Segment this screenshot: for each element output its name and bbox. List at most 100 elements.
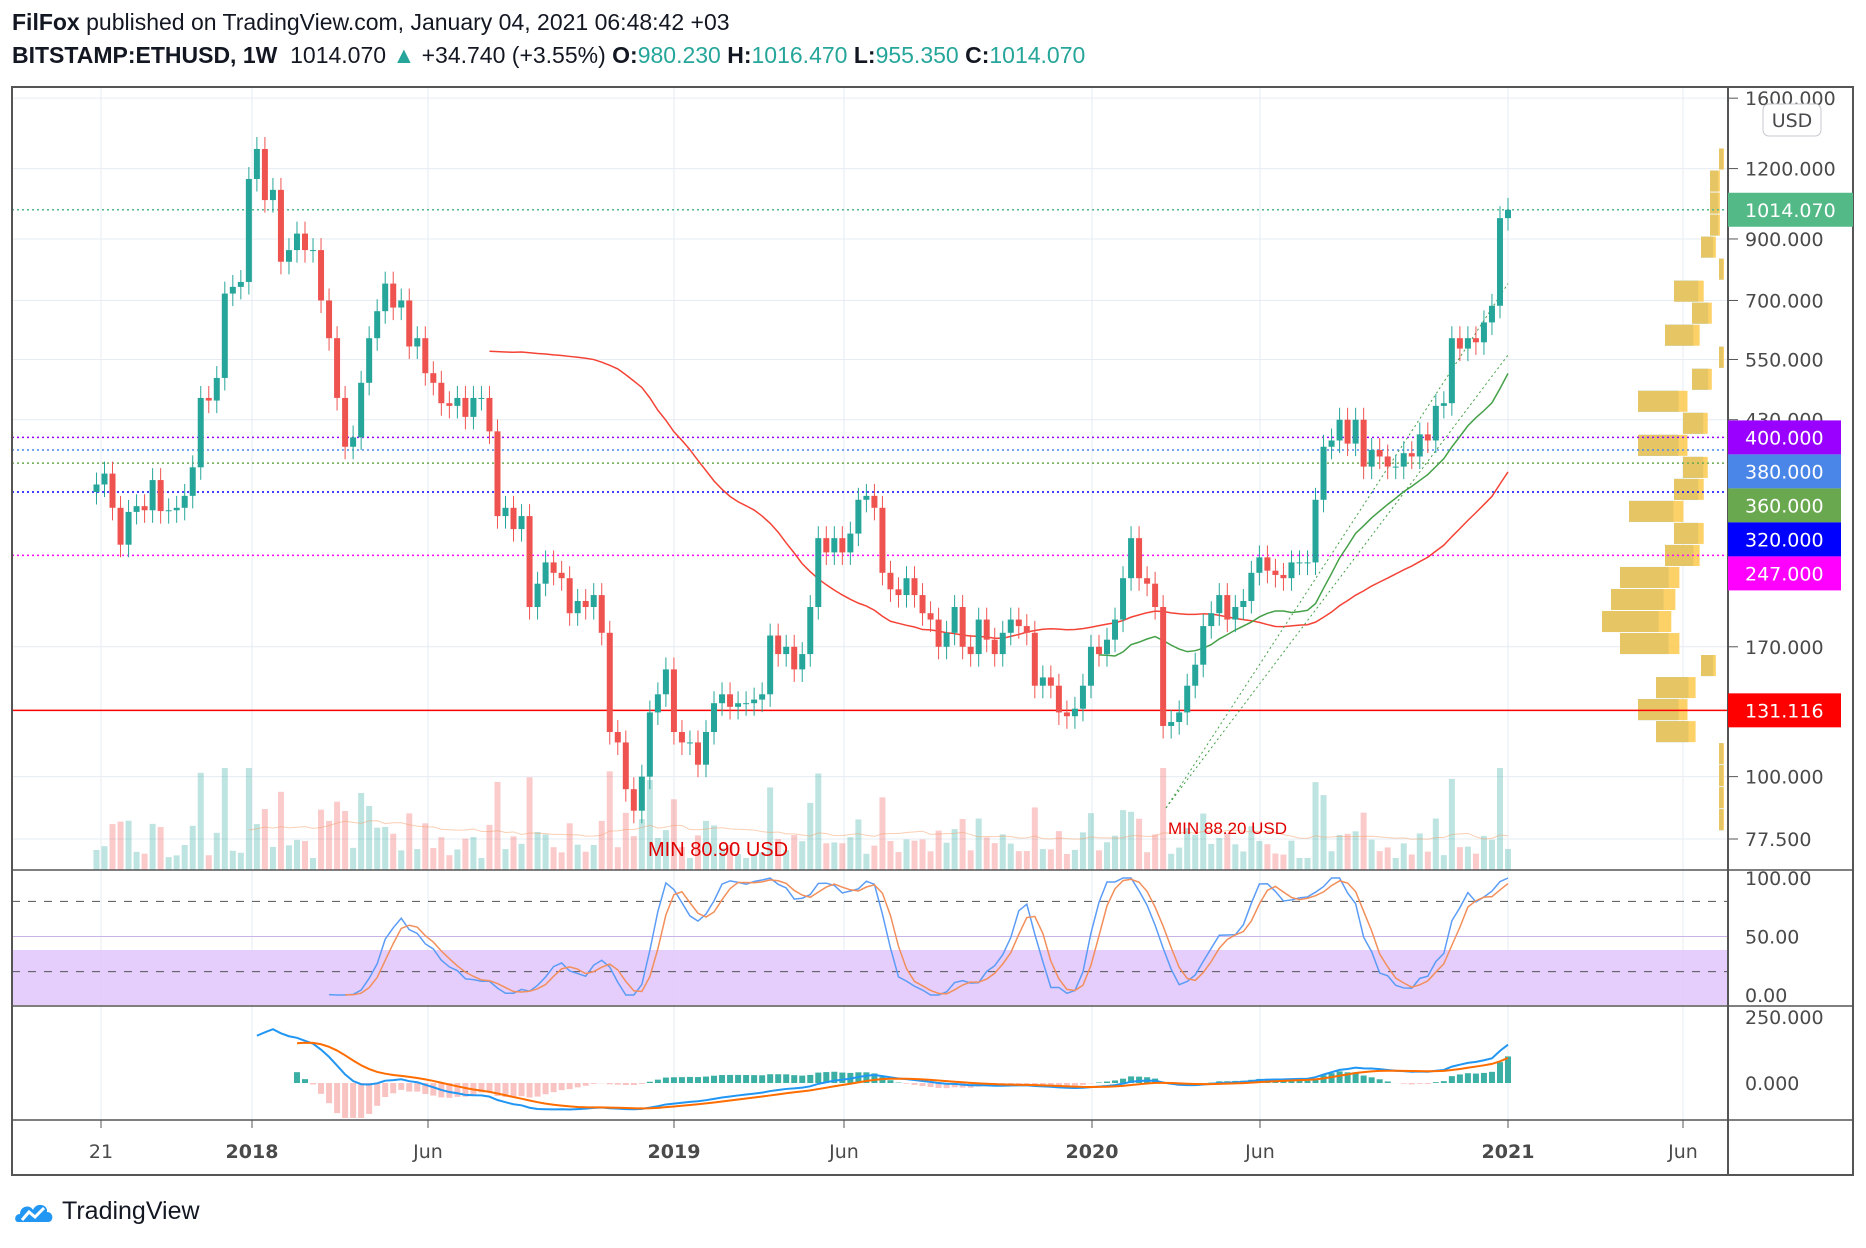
candle bbox=[141, 506, 148, 511]
volume-bar bbox=[703, 820, 709, 870]
candle bbox=[1071, 708, 1078, 717]
volume-bar bbox=[670, 799, 677, 870]
symbol-legend: BITSTAMP:ETHUSD, 1W 1014.070 ▲ +34.740 (… bbox=[12, 42, 1085, 69]
candle bbox=[382, 283, 389, 312]
profile-bar-down bbox=[1701, 236, 1716, 258]
profile-bar-down bbox=[1638, 434, 1688, 456]
macd-histogram-bar bbox=[358, 1083, 365, 1118]
volume-bar bbox=[1184, 828, 1191, 870]
candle bbox=[831, 538, 838, 553]
author-name[interactable]: FilFox bbox=[12, 9, 80, 35]
macd-tick-label: 250.000 bbox=[1745, 1007, 1824, 1029]
volume-bar bbox=[1368, 839, 1375, 870]
volume-bar bbox=[839, 843, 846, 870]
macd-histogram-bar bbox=[1055, 1083, 1062, 1086]
volume-bar bbox=[614, 847, 621, 870]
macd-histogram-bar bbox=[831, 1071, 838, 1083]
candle bbox=[1184, 685, 1191, 713]
macd-histogram-bar bbox=[622, 1083, 629, 1086]
macd-histogram-bar bbox=[1472, 1073, 1479, 1083]
stoch-d-line bbox=[345, 878, 1509, 996]
candle bbox=[991, 639, 998, 655]
currency-button[interactable] bbox=[1762, 103, 1822, 137]
candle bbox=[165, 510, 172, 512]
candle bbox=[149, 480, 156, 511]
volume-bar bbox=[438, 837, 445, 870]
candle bbox=[1416, 434, 1423, 457]
macd-histogram-bar bbox=[590, 1083, 597, 1084]
macd-histogram-bar bbox=[326, 1083, 333, 1104]
candle bbox=[390, 283, 397, 308]
volume-bar bbox=[542, 834, 549, 870]
candle bbox=[590, 595, 597, 608]
volume-bar bbox=[1360, 812, 1367, 870]
macd-histogram-bar bbox=[1304, 1080, 1311, 1083]
macd-histogram-bar bbox=[414, 1083, 421, 1092]
candle bbox=[751, 699, 758, 704]
candle bbox=[302, 233, 308, 251]
volume-bar bbox=[229, 850, 236, 870]
volume-bar bbox=[855, 819, 862, 870]
candle bbox=[478, 397, 485, 399]
candle bbox=[406, 300, 413, 347]
macd-histogram-bar bbox=[1104, 1081, 1110, 1083]
volume-bar bbox=[1464, 846, 1471, 870]
candle bbox=[558, 572, 565, 579]
volume-bar bbox=[767, 787, 774, 870]
candle bbox=[1120, 578, 1127, 620]
volume-bar bbox=[799, 841, 806, 870]
volume-bar bbox=[1280, 854, 1287, 870]
candle bbox=[277, 189, 284, 262]
candle bbox=[1288, 562, 1295, 579]
volume-bar bbox=[895, 851, 902, 870]
volume-bar bbox=[253, 824, 260, 870]
volume-bar bbox=[446, 855, 453, 870]
price-tag bbox=[1728, 693, 1841, 728]
candle bbox=[342, 397, 349, 447]
tradingview-logo[interactable]: TradingView bbox=[14, 1196, 200, 1226]
volume-bar bbox=[518, 843, 525, 870]
candle bbox=[654, 694, 661, 713]
volume-bar bbox=[1336, 834, 1343, 870]
macd-histogram-bar bbox=[1071, 1083, 1078, 1086]
time-tick-label: Jun bbox=[1667, 1141, 1698, 1163]
macd-histogram-bar bbox=[502, 1083, 509, 1097]
candle bbox=[767, 635, 774, 695]
candle bbox=[815, 538, 822, 608]
macd-histogram-bar bbox=[1352, 1072, 1359, 1083]
macd-histogram-bar bbox=[919, 1083, 926, 1087]
candle bbox=[1168, 722, 1175, 726]
time-tick-label: Jun bbox=[828, 1141, 859, 1163]
candle bbox=[1472, 338, 1479, 343]
candle bbox=[975, 619, 982, 655]
volume-bar bbox=[462, 838, 469, 870]
volume-bar bbox=[975, 818, 982, 870]
candle bbox=[711, 703, 718, 733]
macd-histogram-bar bbox=[1432, 1082, 1439, 1083]
volume-bar bbox=[1424, 851, 1431, 870]
macd-histogram-bar bbox=[430, 1083, 437, 1096]
price-change: +34.740 (+3.55%) bbox=[421, 42, 606, 68]
candle bbox=[871, 495, 878, 508]
candle bbox=[93, 484, 100, 492]
volume-bar bbox=[382, 826, 389, 870]
volume-bar bbox=[791, 835, 798, 870]
volume-bar bbox=[967, 850, 974, 870]
volume-bar bbox=[1063, 854, 1070, 870]
candle bbox=[686, 742, 693, 744]
candle bbox=[823, 538, 830, 553]
candle bbox=[486, 397, 493, 432]
candle bbox=[951, 607, 958, 633]
time-axis[interactable]: 21 2018 Jun 2019 Jun 2020 Jun 2021 Jun bbox=[89, 1120, 1698, 1163]
candle bbox=[1376, 449, 1383, 457]
candle bbox=[1264, 557, 1271, 571]
volume-bar bbox=[406, 813, 413, 870]
volume-bar bbox=[261, 809, 268, 870]
macd-histogram-bar bbox=[454, 1083, 461, 1097]
profile-bar-down bbox=[1683, 412, 1708, 434]
macd-histogram-bar bbox=[510, 1083, 517, 1098]
macd-histogram-bar bbox=[711, 1075, 718, 1083]
price-tick-label: 1200.000 bbox=[1745, 159, 1836, 181]
candle bbox=[157, 480, 164, 512]
